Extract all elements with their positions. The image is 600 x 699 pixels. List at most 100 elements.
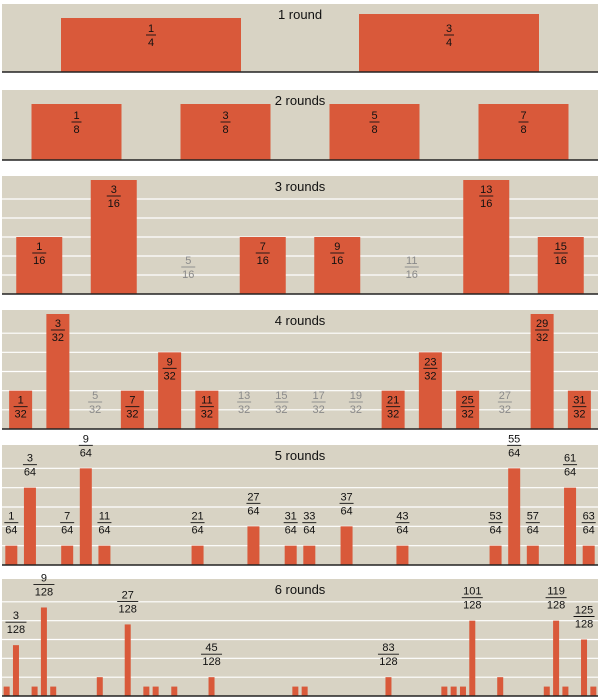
label-numerator: 13 bbox=[238, 390, 250, 402]
label-numerator: 1 bbox=[8, 511, 14, 523]
bar-label-1-32: 132 bbox=[13, 395, 28, 421]
bar-3-32 bbox=[46, 314, 70, 429]
label-denominator: 64 bbox=[564, 467, 576, 479]
bar-33-64 bbox=[303, 545, 316, 565]
label-denominator: 128 bbox=[379, 656, 397, 668]
label-denominator: 16 bbox=[480, 198, 492, 210]
label-numerator: 23 bbox=[424, 356, 436, 368]
bar-label-7-32: 732 bbox=[125, 395, 140, 421]
bar-label-1-8: 18 bbox=[71, 110, 82, 136]
bar-15-16 bbox=[537, 237, 584, 294]
label-denominator: 32 bbox=[313, 404, 325, 416]
label-denominator: 64 bbox=[61, 525, 73, 537]
label-denominator: 32 bbox=[387, 409, 399, 421]
bar-label-3-8: 38 bbox=[220, 110, 231, 136]
label-numerator: 125 bbox=[575, 605, 593, 617]
label-denominator: 16 bbox=[182, 269, 194, 281]
label-denominator: 32 bbox=[238, 404, 250, 416]
bar-label-3-4: 34 bbox=[444, 23, 454, 49]
label-numerator: 119 bbox=[547, 586, 565, 598]
label-denominator: 128 bbox=[35, 586, 53, 598]
bar-label-5-32: 532 bbox=[88, 390, 103, 416]
bar-119-128 bbox=[553, 620, 560, 696]
bar-31-32 bbox=[567, 390, 591, 429]
label-numerator: 63 bbox=[583, 511, 595, 523]
label-denominator: 32 bbox=[424, 370, 436, 382]
label-numerator: 31 bbox=[573, 395, 585, 407]
label-denominator: 64 bbox=[527, 525, 539, 537]
label-numerator: 7 bbox=[520, 110, 526, 122]
panel-title: 5 rounds bbox=[275, 448, 326, 463]
panel-title: 2 rounds bbox=[275, 93, 326, 108]
bar-9-32 bbox=[158, 352, 182, 429]
label-numerator: 17 bbox=[313, 390, 325, 402]
bar-3-4 bbox=[359, 14, 539, 72]
label-denominator: 32 bbox=[573, 409, 585, 421]
bar-37-128 bbox=[171, 686, 178, 696]
label-numerator: 55 bbox=[508, 433, 520, 445]
panel-background bbox=[2, 579, 598, 696]
label-numerator: 11 bbox=[99, 511, 110, 523]
bar-11-128 bbox=[50, 686, 57, 696]
label-numerator: 3 bbox=[55, 318, 61, 330]
bar-9-16 bbox=[314, 237, 361, 294]
label-numerator: 9 bbox=[334, 241, 340, 253]
label-denominator: 64 bbox=[247, 505, 259, 517]
bar-label-7-8: 78 bbox=[518, 110, 529, 136]
bar-29-32 bbox=[530, 314, 554, 429]
bar-21-32 bbox=[381, 390, 405, 429]
bar-45-128 bbox=[208, 677, 215, 696]
label-denominator: 32 bbox=[201, 409, 213, 421]
bar-label-9-64: 964 bbox=[78, 433, 93, 459]
label-numerator: 9 bbox=[41, 572, 47, 584]
bar-label-7-16: 716 bbox=[255, 241, 270, 267]
label-denominator: 128 bbox=[575, 619, 593, 631]
bar-label-1-16: 116 bbox=[32, 241, 47, 267]
label-denominator: 128 bbox=[547, 600, 565, 612]
label-numerator: 1 bbox=[73, 110, 79, 122]
bar-107-128 bbox=[497, 677, 504, 696]
bar-43-64 bbox=[396, 545, 409, 565]
panel-title: 4 rounds bbox=[275, 313, 326, 328]
bar-7-64 bbox=[61, 545, 74, 565]
label-denominator: 64 bbox=[285, 525, 297, 537]
bar-101-128 bbox=[469, 620, 476, 696]
bar-65-128 bbox=[301, 686, 308, 696]
bar-61-64 bbox=[564, 487, 577, 565]
bar-label-9-16: 916 bbox=[330, 241, 345, 267]
bar-55-64 bbox=[508, 468, 521, 565]
label-denominator: 64 bbox=[24, 467, 36, 479]
label-numerator: 7 bbox=[64, 511, 70, 523]
bar-7-32 bbox=[120, 390, 144, 429]
bar-label-3-32: 332 bbox=[50, 318, 65, 344]
label-numerator: 5 bbox=[185, 255, 191, 267]
label-numerator: 83 bbox=[382, 642, 394, 654]
bar-53-64 bbox=[489, 545, 502, 565]
panel-background bbox=[2, 445, 598, 565]
label-denominator: 32 bbox=[275, 404, 287, 416]
bar-21-64 bbox=[191, 545, 204, 565]
label-numerator: 9 bbox=[83, 433, 89, 445]
bar-127-128 bbox=[590, 686, 597, 696]
label-numerator: 3 bbox=[27, 453, 33, 465]
label-denominator: 4 bbox=[148, 37, 154, 49]
bar-25-32 bbox=[456, 390, 480, 429]
label-denominator: 128 bbox=[202, 656, 220, 668]
bar-21-128 bbox=[96, 677, 103, 696]
